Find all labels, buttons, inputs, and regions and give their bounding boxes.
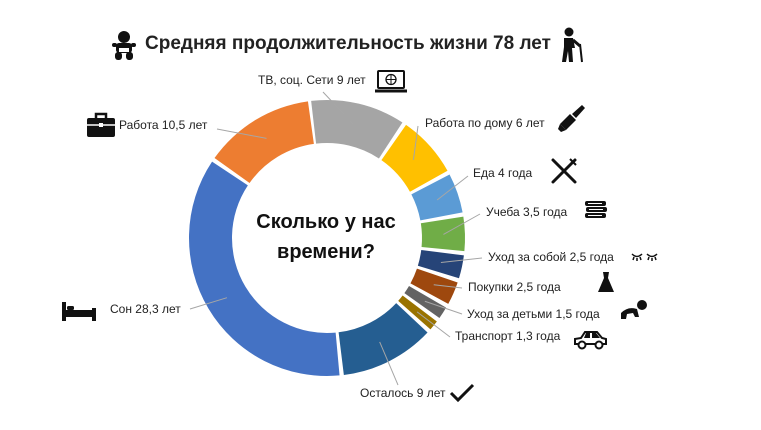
- leader-line-9: [379, 341, 399, 386]
- center-text-line-2: времени?: [277, 241, 375, 263]
- slice-5: [417, 249, 464, 279]
- fork-knife-icon: [551, 158, 577, 184]
- briefcase-icon: [87, 112, 115, 137]
- slice-7: [404, 285, 447, 319]
- slice-label-5: Уход за собой 2,5 года: [488, 250, 614, 264]
- slice-label-7: Уход за детьми 1,5 года: [467, 307, 600, 321]
- leader-line-8: [416, 311, 451, 338]
- slice-10: [188, 161, 340, 376]
- leader-line-4: [443, 213, 481, 235]
- car-icon: [574, 331, 607, 350]
- checkmark-icon: [449, 383, 475, 403]
- slice-labels: ТВ, соц. Сети 9 лет Работа по дому 6 лет Е…: [110, 73, 614, 400]
- slice-label-1: ТВ, соц. Сети 9 лет: [258, 73, 366, 87]
- paintbrush-icon: [558, 105, 585, 132]
- books-icon: [585, 201, 607, 218]
- slice-6: [410, 268, 458, 304]
- center-text-line-1: Сколько у нас: [256, 211, 395, 233]
- leader-line-10: [189, 297, 228, 310]
- donut-slices: [188, 100, 465, 376]
- slice-4: [420, 216, 465, 252]
- slice-label-4: Учеба 3,5 года: [486, 205, 568, 219]
- computer-icon: [375, 70, 407, 93]
- slice-label-8: Транспорт 1,3 года: [455, 329, 561, 343]
- slice-label-2: Работа по дому 6 лет: [425, 116, 545, 130]
- slice-label-9: Осталось 9 лет: [360, 386, 446, 400]
- leader-line-2: [412, 125, 419, 160]
- leader-line-7: [424, 300, 463, 315]
- slice-2: [381, 124, 448, 192]
- slice-label-10: Сон 28,3 лет: [110, 302, 181, 316]
- dress-icon: [598, 272, 614, 292]
- baby-icon: [112, 31, 136, 60]
- elderly-person-icon: [562, 27, 583, 63]
- slice-1: [311, 100, 403, 159]
- crawling-baby-icon: [621, 300, 647, 319]
- leader-line-1: [322, 91, 355, 125]
- eyelashes-icon: [631, 253, 658, 261]
- leader-lines: [189, 91, 483, 386]
- leader-line-3: [436, 175, 469, 201]
- slice-label-11: Работа 10,5 лет: [119, 118, 208, 132]
- leader-line-5: [440, 257, 483, 263]
- leader-line-6: [433, 284, 463, 289]
- bed-icon: [62, 302, 96, 321]
- slice-label-6: Покупки 2,5 года: [468, 280, 561, 294]
- leader-line-11: [216, 128, 267, 139]
- slice-9: [338, 303, 428, 375]
- chart-title: Средняя продолжительность жизни 78 лет: [145, 33, 551, 54]
- slice-3: [411, 174, 463, 221]
- slice-label-3: Еда 4 года: [473, 166, 533, 180]
- slice-11: [214, 101, 314, 183]
